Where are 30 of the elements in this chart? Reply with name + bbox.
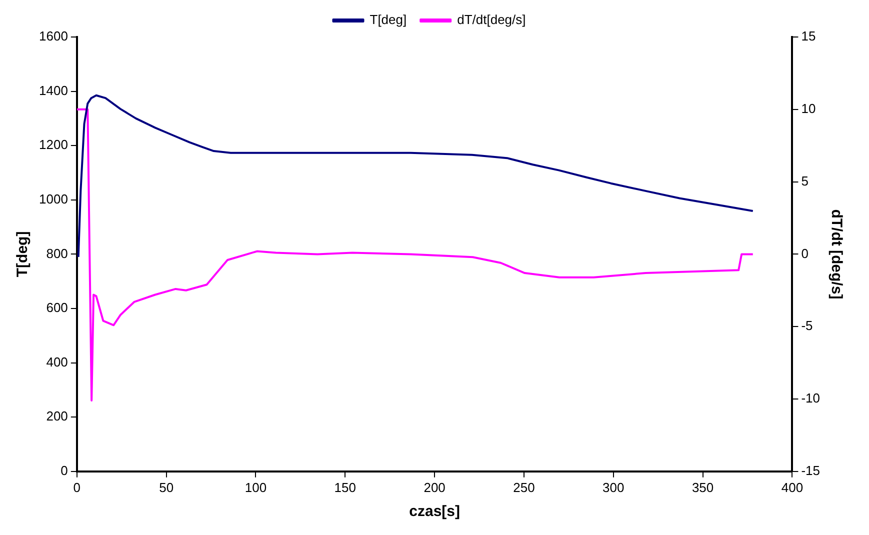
- y2-tick-label: 10: [801, 100, 816, 116]
- x-tick-label: 400: [781, 480, 804, 495]
- y-axis-title: T[deg]: [14, 231, 32, 278]
- y-tick-label: 1000: [39, 191, 68, 206]
- y2-tick-label: -5: [801, 318, 813, 334]
- y-tick-label: 1600: [39, 28, 68, 44]
- y-tick-label: 1200: [39, 137, 68, 152]
- y2-axis-title: dT/dt [deg/s]: [828, 209, 845, 300]
- y2-tick-label: 5: [801, 173, 808, 188]
- legend-label: dT/dt[deg/s]: [457, 12, 526, 28]
- y2-tick-label: -15: [801, 462, 820, 478]
- x-tick-label: 350: [692, 480, 714, 495]
- y2-tick-label: 0: [801, 246, 808, 261]
- y-tick-label: 1400: [39, 82, 68, 98]
- x-tick-label: 50: [159, 480, 174, 495]
- x-tick-label: 300: [602, 480, 624, 495]
- legend-label: T[deg]: [370, 12, 407, 28]
- y-tick-label: 200: [46, 408, 68, 424]
- y-tick-label: 0: [60, 462, 68, 478]
- y-tick-label: 600: [46, 300, 68, 316]
- x-tick-label: 150: [334, 480, 356, 495]
- y2-tick-label: 15: [801, 28, 816, 44]
- x-tick-label: 250: [513, 480, 535, 495]
- x-tick-label: 100: [244, 480, 267, 495]
- x-axis-title: czas[s]: [409, 503, 460, 520]
- x-tick-label: 200: [424, 480, 446, 495]
- y-tick-label: 400: [46, 354, 68, 370]
- y2-tick-label: -10: [801, 390, 820, 406]
- y-tick-label: 800: [46, 246, 68, 261]
- x-tick-label: 0: [73, 480, 81, 495]
